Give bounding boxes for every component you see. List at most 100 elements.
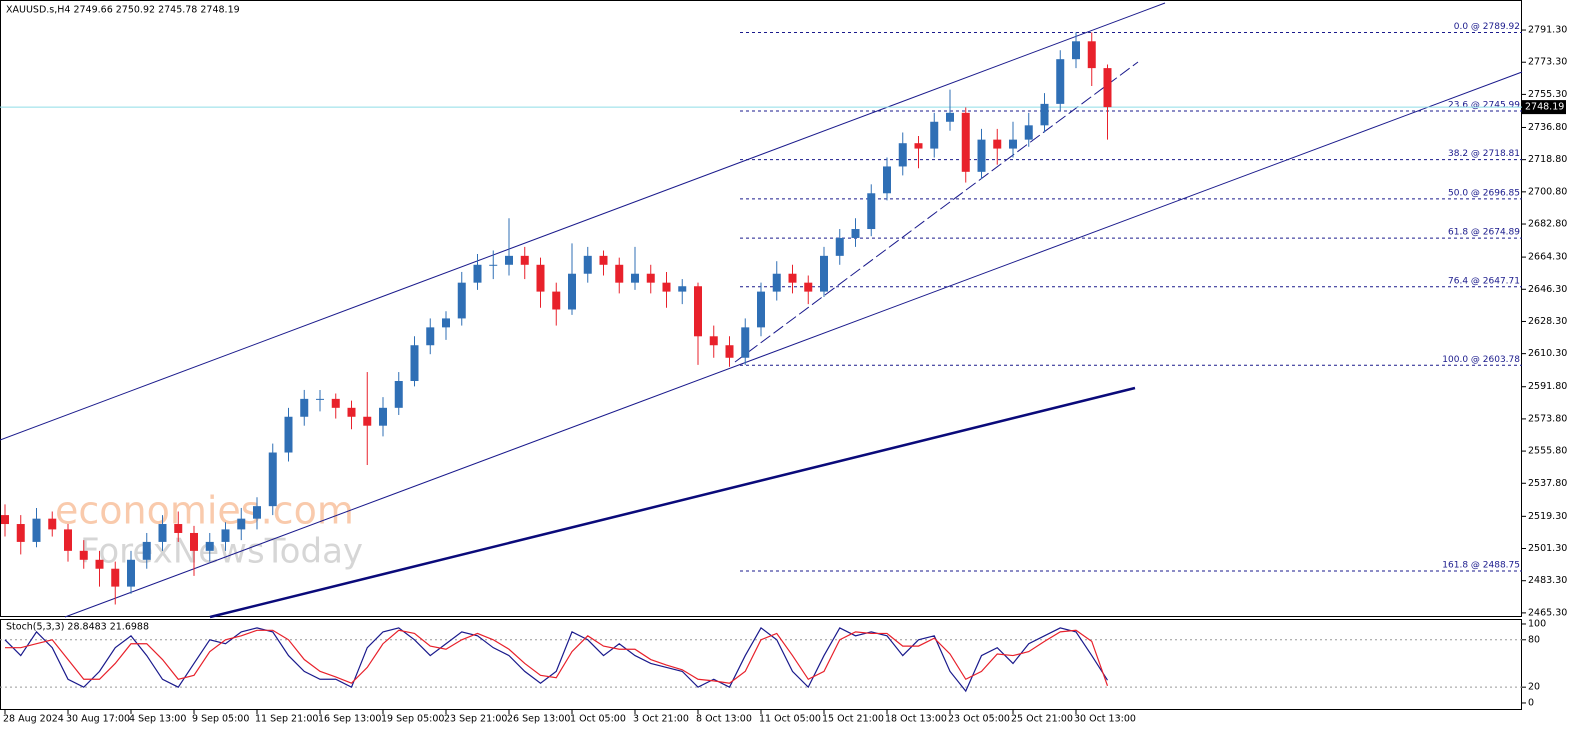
candle-body [142,541,151,560]
fib-label: 76.4 @ 2647.71 [1448,276,1520,286]
candle-body [205,541,214,551]
candle-body [946,112,954,122]
candle-body [1,515,9,525]
candle-body [253,506,261,519]
candle-body [741,327,750,358]
candle-body [961,112,970,172]
candle-body [237,518,246,530]
candle-body [64,529,72,551]
candle-body [426,327,435,346]
y-tick-label: 2700.80 [1528,186,1567,197]
candle-body [977,139,986,172]
candle-body [394,380,403,408]
candle-body [1087,41,1096,69]
candle-body [835,237,844,256]
x-tick-label: 11 Oct 05:00 [759,714,821,725]
stoch-k-line [4,627,1109,693]
candle-body [930,121,939,149]
candle-body [221,529,230,542]
x-tick-label: 25 Oct 21:00 [1011,714,1073,725]
channel-line [64,71,1523,618]
candle-body [268,452,277,507]
y-tick-label: 2646.30 [1528,284,1567,295]
stoch-tick-label: 0 [1528,697,1534,708]
candle-body [867,193,876,230]
stoch-d-line [5,629,1109,687]
candle-body [757,291,765,328]
candle-body [158,524,167,542]
candle-body [127,559,135,587]
candle-body [599,255,608,265]
x-tick-label: 30 Aug 17:00 [66,714,130,725]
candle-body [883,166,891,194]
y-tick-label: 2501.30 [1528,543,1567,554]
candle-body [79,550,88,560]
candle-body [898,143,907,167]
x-tick-label: 23 Sep 21:00 [444,714,507,725]
y-tick-label: 2573.80 [1528,413,1567,424]
header: XAUUSD.s,H4 2749.66 2750.92 2745.78 2748… [6,5,240,16]
candle-body [331,398,340,408]
x-tick-label: 16 Sep 13:00 [318,714,381,725]
x-tick-label: 9 Sep 05:00 [192,714,249,725]
candle-body [568,273,576,310]
candle-body [772,273,781,292]
y-tick-label: 2537.80 [1528,478,1567,489]
y-tick-label: 2628.30 [1528,316,1567,327]
y-tick-label: 2755.30 [1528,89,1567,100]
x-tick-label: 11 Sep 21:00 [255,714,318,725]
candle-body [489,264,498,266]
channel-line [0,2,1166,441]
candle-body [993,139,1002,149]
watermark: economies.com [55,489,354,533]
candle-body [1072,41,1080,60]
candle-body [520,255,529,265]
x-tick-label: 30 Oct 13:00 [1074,714,1136,725]
y-tick-label: 2591.80 [1528,381,1567,392]
y-tick-label: 2718.80 [1528,154,1567,165]
candle-body [505,255,513,265]
candle-body [709,336,718,346]
y-tick-label: 2555.80 [1528,446,1567,457]
candle-body [788,273,797,283]
current-price-label: 2748.19 [1525,102,1564,113]
y-tick-label: 2610.30 [1528,348,1567,359]
candle-body [190,532,198,551]
channels [0,2,1523,619]
candle-body [552,291,561,310]
price-box [1522,100,1566,115]
candle-body [16,524,25,542]
candle-body [300,398,309,417]
y-tick-label: 2664.30 [1528,252,1567,263]
y-tick-label: 2519.30 [1528,511,1567,522]
x-tick-label: 1 Oct 05:00 [570,714,626,725]
candle-body [725,345,734,358]
candle-body [410,345,419,381]
fib-label: 23.6 @ 2745.99 [1448,101,1520,111]
candle-body [48,518,57,530]
fib-label: 38.2 @ 2718.81 [1448,149,1520,159]
candle-body [457,282,466,319]
candle-body [678,286,687,292]
candle-body [174,524,183,533]
stoch-tick-label: 80 [1528,634,1540,645]
stoch-tick-label: 20 [1528,682,1540,693]
candle-body [473,264,482,283]
candle-body [347,407,356,417]
x-tick-label: 26 Sep 13:00 [507,714,570,725]
trend-line [209,386,1136,619]
x-tick-label: 28 Aug 2024 [3,714,64,725]
fib-label: 61.8 @ 2674.89 [1448,228,1520,238]
fib-label: 0.0 @ 2789.92 [1454,22,1520,32]
candle-body [1056,59,1065,104]
candle-body [694,286,702,337]
candle-body [615,264,624,283]
x-tick-label: 3 Oct 21:00 [633,714,689,725]
x-tick-label: 8 Oct 13:00 [696,714,752,725]
y-tick-label: 2465.30 [1528,607,1567,618]
stoch-frame [0,619,1522,710]
x-tick-label: 18 Oct 13:00 [885,714,947,725]
candle-body [914,143,923,149]
y-tick-label: 2773.30 [1528,57,1567,68]
